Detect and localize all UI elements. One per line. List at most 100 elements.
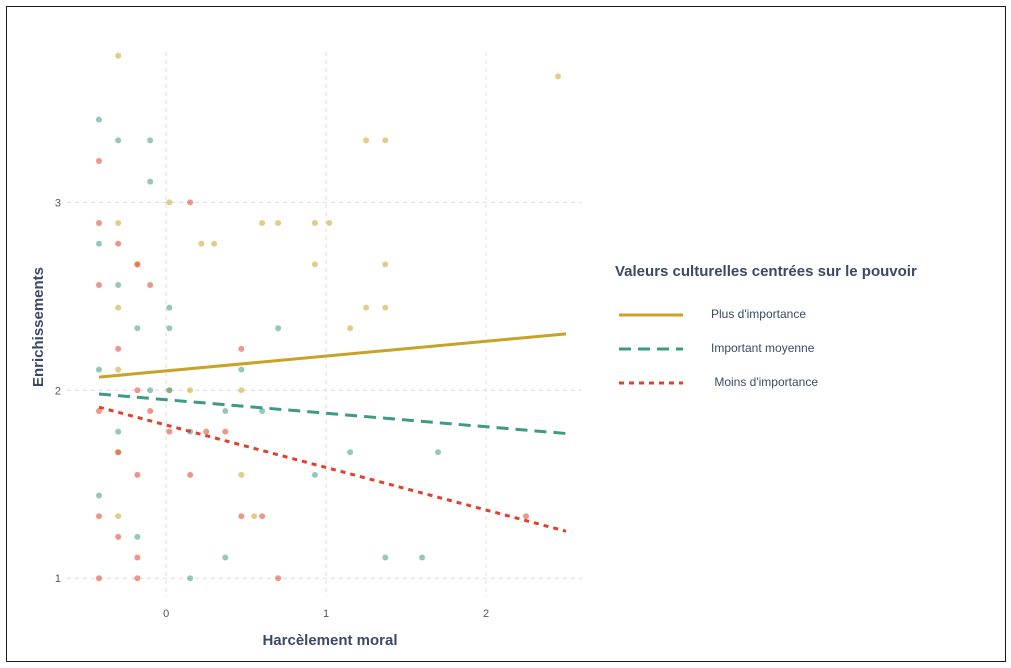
x-tick-label: 0 bbox=[163, 608, 169, 620]
data-point bbox=[222, 428, 229, 435]
data-point bbox=[311, 261, 318, 268]
data-point bbox=[134, 261, 141, 268]
data-point bbox=[238, 513, 245, 520]
data-point bbox=[555, 73, 562, 80]
data-point bbox=[115, 304, 122, 311]
data-point bbox=[115, 449, 122, 456]
data-point bbox=[95, 116, 102, 123]
data-point bbox=[134, 533, 141, 540]
grid-layer bbox=[67, 52, 582, 597]
y-tick-label: 2 bbox=[55, 385, 61, 397]
data-point bbox=[115, 240, 122, 247]
data-point bbox=[419, 554, 426, 561]
data-point bbox=[95, 158, 102, 164]
data-point bbox=[147, 282, 154, 289]
data-point bbox=[311, 471, 318, 478]
data-point bbox=[363, 304, 370, 311]
data-point bbox=[134, 554, 141, 561]
data-point bbox=[275, 575, 282, 582]
trend-line-dashed bbox=[98, 392, 567, 435]
data-point bbox=[166, 199, 173, 206]
data-point bbox=[347, 325, 354, 332]
data-point bbox=[187, 387, 194, 394]
data-point bbox=[435, 449, 442, 456]
data-point bbox=[238, 345, 245, 352]
data-point bbox=[134, 325, 141, 332]
legend-item-moyenne: Important moyenne bbox=[615, 339, 915, 359]
data-point bbox=[115, 366, 122, 373]
data-point bbox=[259, 407, 266, 414]
legend-line-dotted bbox=[619, 381, 683, 385]
data-point bbox=[95, 240, 102, 247]
data-point bbox=[275, 325, 282, 332]
data-point bbox=[115, 282, 122, 289]
data-point bbox=[523, 513, 530, 520]
x-axis-label: Harcèlement moral bbox=[262, 632, 397, 649]
data-point bbox=[382, 261, 389, 268]
legend-title: Valeurs culturelles centrées sur le pouv… bbox=[615, 263, 917, 280]
data-point bbox=[95, 282, 102, 289]
data-point bbox=[147, 387, 154, 394]
data-point bbox=[187, 575, 194, 582]
data-point bbox=[115, 137, 122, 144]
trend-layer bbox=[98, 332, 567, 533]
data-point bbox=[326, 220, 333, 227]
data-point bbox=[115, 345, 122, 352]
data-point bbox=[134, 387, 141, 394]
legend-label-moyenne: Important moyenne bbox=[711, 341, 815, 355]
legend-line-dashed bbox=[619, 347, 683, 351]
y-tick-label: 1 bbox=[55, 573, 61, 585]
x-tick-label: 2 bbox=[483, 608, 489, 620]
data-point bbox=[147, 178, 154, 185]
data-point bbox=[259, 513, 266, 520]
data-point bbox=[382, 137, 389, 144]
data-point bbox=[203, 428, 210, 435]
data-point bbox=[95, 366, 102, 373]
data-point bbox=[95, 575, 102, 582]
data-point bbox=[115, 220, 122, 227]
tick-layer: 0 1 2 1 2 3 bbox=[55, 197, 489, 620]
chart-frame: 0 1 2 1 2 3 Harcèlement moral Enrichissements… bbox=[6, 6, 1006, 662]
points-layer bbox=[95, 52, 562, 582]
data-point bbox=[382, 554, 389, 561]
scatter-plot: 0 1 2 1 2 3 Harcèlement moral Enrichissements bbox=[30, 52, 582, 649]
data-point bbox=[166, 304, 173, 311]
data-point bbox=[166, 387, 173, 394]
data-point bbox=[251, 513, 258, 520]
data-point bbox=[311, 220, 318, 227]
data-point bbox=[187, 199, 194, 206]
legend-item-plus: Plus d'importance bbox=[615, 305, 915, 325]
data-point bbox=[238, 471, 245, 478]
data-point bbox=[95, 492, 102, 499]
data-point bbox=[222, 554, 229, 561]
data-point bbox=[198, 240, 205, 247]
data-point bbox=[363, 137, 370, 144]
data-point bbox=[275, 220, 282, 227]
y-axis-label: Enrichissements bbox=[30, 267, 47, 387]
data-point bbox=[166, 428, 173, 435]
data-point bbox=[382, 304, 389, 311]
data-point bbox=[115, 513, 122, 520]
data-point bbox=[134, 575, 141, 582]
data-point bbox=[238, 366, 245, 373]
data-point bbox=[166, 325, 173, 332]
data-point bbox=[95, 407, 102, 414]
data-point bbox=[238, 387, 245, 394]
data-point bbox=[259, 220, 266, 227]
data-point bbox=[95, 220, 102, 227]
data-point bbox=[115, 52, 122, 59]
data-point bbox=[134, 471, 141, 478]
legend-label-plus: Plus d'importance bbox=[711, 307, 807, 321]
data-point bbox=[222, 407, 229, 414]
trend-line-solid bbox=[98, 332, 567, 379]
data-point bbox=[347, 449, 354, 456]
y-tick-label: 3 bbox=[55, 197, 61, 209]
legend-line-solid bbox=[619, 313, 683, 317]
legend-item-moins: Moins d'importance bbox=[615, 373, 915, 393]
data-point bbox=[115, 533, 122, 540]
data-point bbox=[115, 428, 122, 435]
data-point bbox=[211, 240, 218, 247]
data-point bbox=[187, 471, 194, 478]
x-tick-label: 1 bbox=[323, 608, 329, 620]
legend: Valeurs culturelles centrées sur le pouv… bbox=[615, 263, 1005, 389]
